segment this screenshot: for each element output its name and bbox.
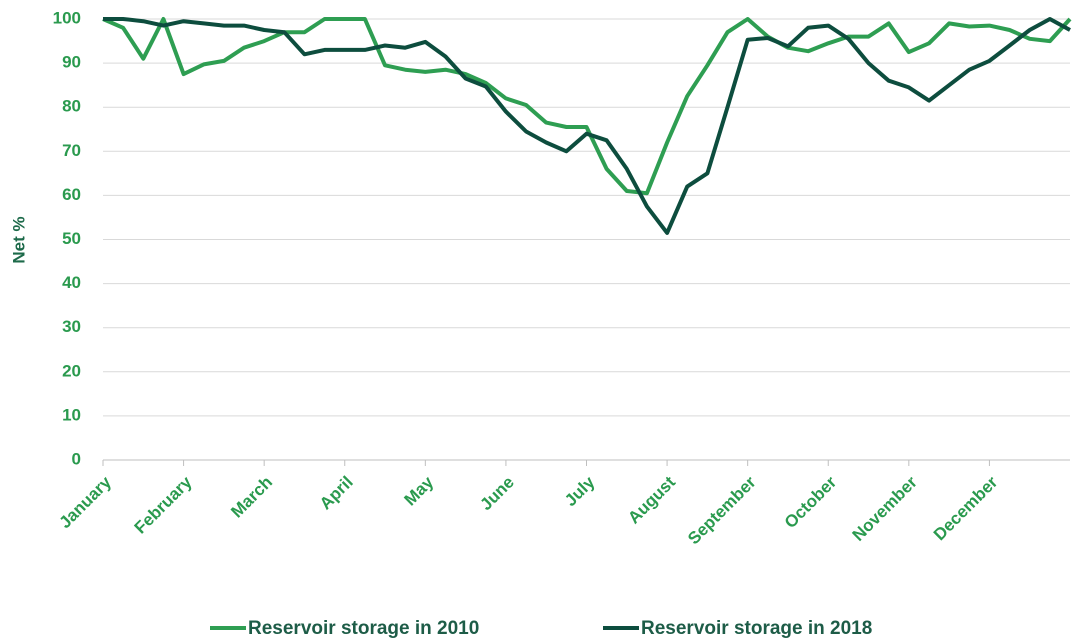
y-tick-label: 0 [72, 449, 81, 468]
y-tick-label: 100 [53, 8, 81, 27]
y-tick-label: 90 [62, 53, 81, 72]
y-tick-label: 70 [62, 141, 81, 160]
x-tick-label: March [227, 473, 276, 522]
x-tick-label: April [316, 473, 357, 514]
x-tick-label: August [624, 472, 679, 527]
x-tick-label: December [930, 472, 1002, 544]
x-tick-label: January [55, 472, 115, 532]
x-tick-label: June [476, 473, 517, 514]
y-tick-label: 80 [62, 97, 81, 116]
x-tick-label: February [131, 472, 196, 537]
y-axis-label: Net % [9, 216, 28, 263]
x-tick-label: October [781, 472, 841, 532]
x-tick-label: November [849, 472, 921, 544]
y-tick-label: 10 [62, 405, 81, 424]
y-tick-label: 20 [62, 361, 81, 380]
legend-label: Reservoir storage in 2010 [248, 618, 479, 639]
series-line [102, 17, 1072, 196]
y-tick-label: 60 [62, 185, 81, 204]
y-tick-label: 40 [62, 273, 81, 292]
y-tick-label: 50 [62, 229, 81, 248]
series-line [103, 17, 1071, 235]
x-tick-label: May [401, 472, 438, 509]
y-tick-label: 30 [62, 317, 81, 336]
x-tick-label: September [684, 472, 760, 548]
x-tick-label: July [561, 472, 599, 510]
legend-label: Reservoir storage in 2018 [641, 618, 872, 639]
